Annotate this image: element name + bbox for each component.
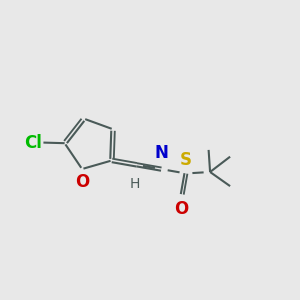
Text: H: H xyxy=(130,176,140,190)
Text: O: O xyxy=(75,173,89,191)
Text: O: O xyxy=(174,200,188,217)
Text: N: N xyxy=(154,144,168,162)
Text: Cl: Cl xyxy=(24,134,42,152)
Text: S: S xyxy=(180,151,192,169)
